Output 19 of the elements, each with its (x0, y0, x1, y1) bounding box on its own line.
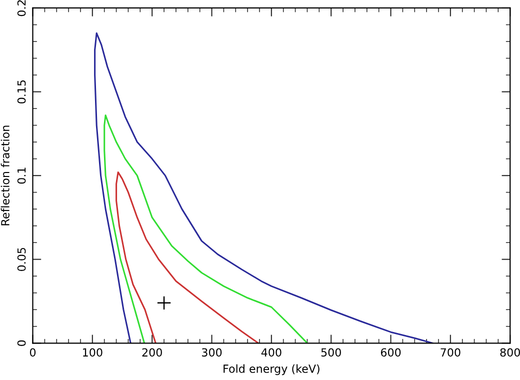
x-tick-label: 400 (261, 348, 282, 357)
x-tick-label: 800 (500, 348, 520, 357)
x-tick-label: 0 (30, 348, 36, 357)
line-series (116, 171, 260, 344)
line-series (104, 114, 308, 344)
y-tick-label: 0.15 (17, 80, 26, 104)
x-axis-title: Fold energy (keV) (224, 364, 320, 376)
x-tick-label: 700 (440, 348, 460, 357)
x-tick-label: 200 (142, 348, 162, 357)
y-tick-label: 0.1 (17, 168, 26, 184)
x-tick-label: 500 (321, 348, 341, 357)
x-tick-label: 300 (202, 348, 222, 357)
y-tick-label: 0.2 (17, 0, 26, 16)
x-tick-label: 600 (380, 348, 401, 357)
line-series (94, 32, 434, 344)
y-tick-label: 0.05 (17, 248, 26, 271)
x-tick-label: 100 (83, 348, 102, 357)
y-axis-title: Reflection fraction (0, 126, 10, 226)
y-tick-label: 0 (17, 340, 26, 346)
